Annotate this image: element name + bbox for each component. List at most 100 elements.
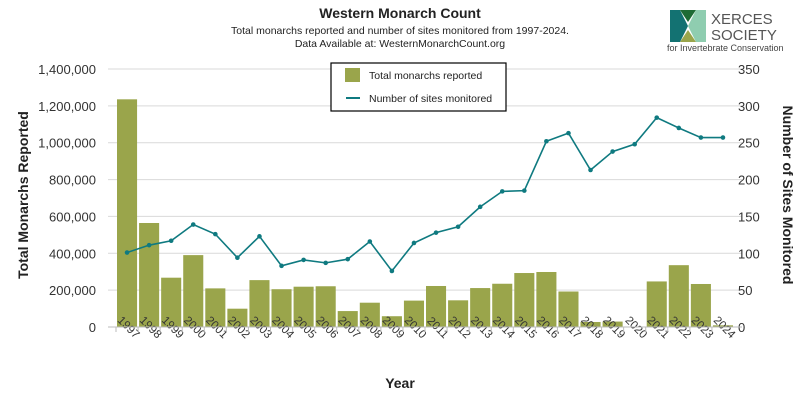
bar-2003 <box>249 280 270 327</box>
x-tick-label: 1999 <box>159 315 186 342</box>
svg-text:XERCES: XERCES <box>711 11 773 28</box>
sites-point-2018 <box>588 167 593 173</box>
bar-1998 <box>139 222 160 327</box>
legend-swatch-bars <box>345 68 360 82</box>
x-tick-label: 2023 <box>689 315 716 342</box>
y2-tick-label: 250 <box>738 136 760 151</box>
x-tick-label: 1998 <box>137 315 164 342</box>
legend: Total monarchs reported Number of sites … <box>330 62 507 112</box>
bar-2019 <box>602 321 623 327</box>
y-tick-label: 400,000 <box>49 246 96 261</box>
xerces-logo: XERCES SOCIETY <box>670 10 777 44</box>
x-tick-label: 2005 <box>291 315 318 342</box>
x-tick-label: 2002 <box>225 315 252 342</box>
sites-point-2004 <box>279 263 284 269</box>
sites-point-2015 <box>522 188 527 193</box>
sites-point-2020 <box>632 141 637 147</box>
x-tick-label: 2008 <box>358 315 385 342</box>
y-tick-label: 1,000,000 <box>38 136 96 151</box>
y2-tick-label: 100 <box>738 246 760 261</box>
bar-2011 <box>426 285 447 327</box>
y-tick-label: 1,400,000 <box>38 62 96 77</box>
bar-2002 <box>227 308 248 327</box>
legend-label-line: Number of sites monitored <box>369 93 492 105</box>
sites-point-2006 <box>323 260 328 266</box>
bar-2012 <box>448 300 469 327</box>
bar-2006 <box>315 286 336 327</box>
x-tick-label: 2003 <box>247 315 274 342</box>
y-tick-label: 600,000 <box>49 209 96 224</box>
legend-label-bars: Total monarchs reported <box>369 70 482 82</box>
chart-title: Western Monarch Count <box>319 5 481 21</box>
y2-tick-label: 50 <box>738 283 752 298</box>
chart-subtitle: Total monarchs reported and number of si… <box>231 25 569 37</box>
y2-tick-label: 300 <box>738 99 760 114</box>
sites-point-1999 <box>168 238 174 244</box>
sites-point-1998 <box>146 242 152 248</box>
bar-2023 <box>690 283 711 327</box>
bar-2016 <box>536 271 557 327</box>
x-tick-label: 2007 <box>336 315 363 342</box>
x-tick-label: 2017 <box>556 315 583 342</box>
bar-2021 <box>646 281 667 327</box>
svg-text:SOCIETY: SOCIETY <box>711 27 777 44</box>
bar-2007 <box>337 311 358 327</box>
y2-tick-label: 150 <box>738 209 760 224</box>
x-tick-label: 2019 <box>600 315 627 342</box>
x-tick-label: 2016 <box>534 315 561 342</box>
chart-subtitle-source: Data Available at: WesternMonarchCount.o… <box>294 38 506 50</box>
bar-2010 <box>403 300 424 327</box>
bar-2018 <box>580 321 601 327</box>
bar-2024 <box>712 325 733 327</box>
sites-point-2002 <box>235 255 240 261</box>
sites-point-2008 <box>367 239 373 244</box>
sites-point-2009 <box>389 268 395 274</box>
bar-2014 <box>492 283 513 327</box>
y-tick-label: 800,000 <box>49 173 96 188</box>
y2-tick-label: 350 <box>738 62 760 77</box>
x-tick-label: 1997 <box>115 315 142 342</box>
x-tick-label: 2022 <box>667 315 694 342</box>
bar-2008 <box>359 302 380 327</box>
sites-point-2012 <box>455 224 461 230</box>
sites-point-2013 <box>477 204 483 210</box>
x-tick-label: 2012 <box>446 315 473 342</box>
bar-2022 <box>668 265 689 327</box>
bar-1999 <box>161 277 182 327</box>
x-tick-label: 2000 <box>181 315 208 342</box>
sites-point-2011 <box>433 230 439 235</box>
x-tick-label: 2018 <box>578 315 605 342</box>
sites-point-2017 <box>566 130 571 136</box>
x-tick-label: 2010 <box>402 315 429 342</box>
bar-2001 <box>205 288 226 327</box>
x-tick-label: 2015 <box>512 315 539 342</box>
bar-2013 <box>470 288 491 327</box>
sites-point-2019 <box>610 149 615 154</box>
sites-point-2005 <box>301 257 306 263</box>
sites-point-2014 <box>499 189 505 194</box>
bar-2009 <box>381 316 402 327</box>
sites-point-2024 <box>720 135 726 140</box>
bar-2000 <box>183 255 204 327</box>
x-tick-label: 2024 <box>711 315 738 342</box>
y2-tick-label: 200 <box>738 173 760 188</box>
y-tick-label: 200,000 <box>49 283 96 298</box>
x-tick-label: 2001 <box>203 315 230 342</box>
bar-2005 <box>293 286 314 327</box>
x-tick-label: 2021 <box>645 315 672 342</box>
sites-point-2021 <box>654 115 660 120</box>
y-tick-label: 1,200,000 <box>38 99 96 114</box>
bar-2004 <box>271 289 292 327</box>
sites-point-2001 <box>213 231 218 237</box>
x-tick-label: 2006 <box>313 315 340 342</box>
logo-tagline: for Invertebrate Conservation <box>667 43 784 53</box>
x-axis-label: Year <box>385 375 415 391</box>
x-tick-label: 2011 <box>424 315 450 341</box>
sites-line <box>126 116 723 273</box>
bar-2015 <box>514 273 535 327</box>
sites-point-2023 <box>698 135 704 140</box>
sites-point-2022 <box>676 125 682 131</box>
sites-point-1997 <box>124 250 130 255</box>
